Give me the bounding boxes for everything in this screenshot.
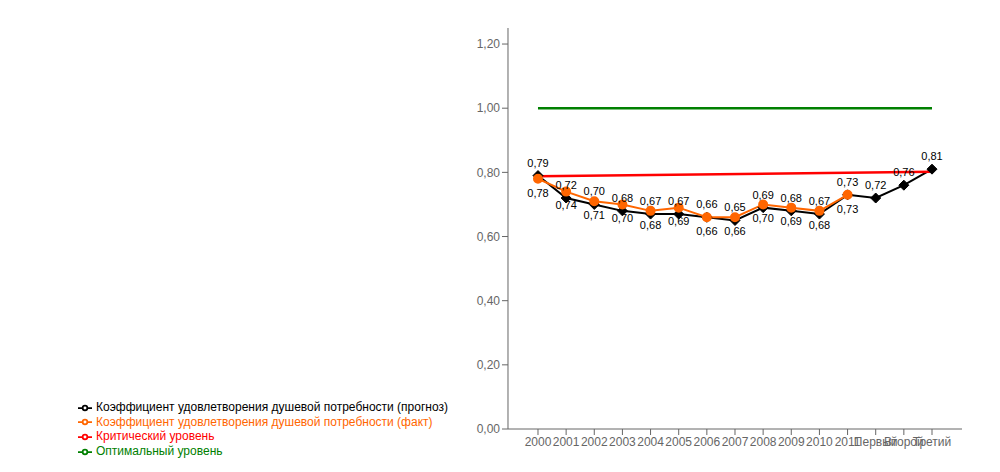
svg-text:2011: 2011 <box>834 434 861 449</box>
svg-text:0,69: 0,69 <box>752 189 773 201</box>
svg-text:0,66: 0,66 <box>696 198 717 210</box>
svg-text:Третий: Третий <box>913 435 952 449</box>
svg-text:0,66: 0,66 <box>696 225 717 237</box>
svg-text:0,80: 0,80 <box>477 166 501 180</box>
html-text:Коэффициент удовлетворения душ: Коэффициент удовлетворения душевой потре… <box>96 414 433 429</box>
svg-text:0,74: 0,74 <box>555 199 576 211</box>
svg-text:0,69: 0,69 <box>781 215 802 227</box>
svg-text:0,68: 0,68 <box>640 219 661 231</box>
svg-text:2004: 2004 <box>637 435 664 449</box>
html-text:Оптимальный уровень: Оптимальный уровень <box>96 444 223 459</box>
svg-text:1,20: 1,20 <box>477 37 501 51</box>
svg-text:0,68: 0,68 <box>809 219 830 231</box>
svg-text:0,72: 0,72 <box>865 179 886 191</box>
svg-text:0,65: 0,65 <box>724 201 745 213</box>
svg-text:0,68: 0,68 <box>612 192 633 204</box>
svg-text:0,78: 0,78 <box>527 187 548 199</box>
svg-text:0,71: 0,71 <box>584 209 605 221</box>
html-text:Коэффициент удовлетворения душ: Коэффициент удовлетворения душевой потре… <box>96 399 448 414</box>
svg-text:2000: 2000 <box>525 435 552 449</box>
svg-text:0,76: 0,76 <box>893 166 914 178</box>
svg-text:2008: 2008 <box>750 435 777 449</box>
svg-text:1,00: 1,00 <box>477 101 501 115</box>
svg-text:2005: 2005 <box>665 435 692 449</box>
svg-text:0,79: 0,79 <box>527 157 548 169</box>
html-text:Критический уровень: Критический уровень <box>96 429 215 444</box>
svg-text:2009: 2009 <box>778 435 805 449</box>
svg-text:0,70: 0,70 <box>584 185 605 197</box>
svg-text:0,66: 0,66 <box>724 225 745 237</box>
svg-text:0,73: 0,73 <box>837 176 858 188</box>
svg-text:2001: 2001 <box>553 435 580 449</box>
svg-text:0,40: 0,40 <box>477 294 501 308</box>
svg-text:0,73: 0,73 <box>837 203 858 215</box>
svg-text:2006: 2006 <box>693 435 720 449</box>
svg-text:0,70: 0,70 <box>612 212 633 224</box>
svg-text:0,69: 0,69 <box>668 215 689 227</box>
svg-text:0,67: 0,67 <box>668 195 689 207</box>
svg-text:2002: 2002 <box>581 435 608 449</box>
svg-text:0,72: 0,72 <box>555 179 576 191</box>
svg-text:2003: 2003 <box>609 435 636 449</box>
svg-text:2010: 2010 <box>806 435 833 449</box>
svg-text:0,60: 0,60 <box>477 230 501 244</box>
svg-text:0,70: 0,70 <box>752 212 773 224</box>
svg-text:0,00: 0,00 <box>477 422 501 436</box>
svg-text:0,67: 0,67 <box>640 195 661 207</box>
svg-text:0,67: 0,67 <box>809 195 830 207</box>
svg-text:0,68: 0,68 <box>781 192 802 204</box>
svg-text:0,81: 0,81 <box>921 150 942 162</box>
svg-text:Второй: Второй <box>884 434 924 449</box>
svg-text:2007: 2007 <box>722 435 749 449</box>
svg-text:0,20: 0,20 <box>477 358 501 372</box>
svg-text:Первый: Первый <box>853 434 898 449</box>
